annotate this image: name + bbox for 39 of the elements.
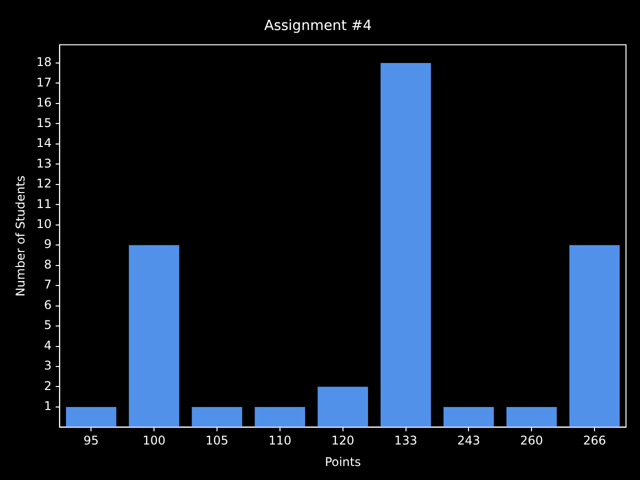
bar — [569, 245, 620, 428]
x-tick-label: 133 — [394, 434, 418, 448]
y-tick-label: 6 — [44, 298, 52, 312]
x-tick-label: 95 — [83, 434, 99, 448]
chart-title: Assignment #4 — [264, 18, 372, 34]
bar — [128, 245, 180, 428]
bar — [192, 406, 242, 428]
y-tick-label: 11 — [36, 196, 52, 211]
bar — [380, 63, 431, 428]
x-tick-label: 100 — [142, 434, 166, 448]
y-tick-label: 16 — [36, 96, 52, 110]
x-tick-label: 243 — [457, 434, 480, 448]
y-tick-label: 9 — [44, 237, 52, 252]
bar — [506, 406, 557, 428]
y-tick-label: 2 — [44, 378, 52, 393]
y-tick-label: 14 — [36, 136, 52, 150]
bar — [318, 386, 368, 428]
y-tick-label: 4 — [44, 338, 52, 352]
y-tick-label: 7 — [44, 278, 52, 292]
y-tick-label: 3 — [44, 358, 52, 373]
bar — [66, 406, 116, 428]
y-tick-label: 18 — [36, 55, 52, 70]
x-tick-label: 110 — [268, 434, 292, 448]
y-axis-title: Number of Students — [13, 176, 28, 296]
y-tick-label: 17 — [36, 75, 52, 90]
y-tick-label: 1 — [44, 399, 52, 414]
y-tick-label: 13 — [36, 156, 52, 170]
y-tick-label: 5 — [44, 318, 52, 332]
x-tick-label: 266 — [583, 434, 606, 448]
y-tick-label: 8 — [44, 257, 52, 272]
y-tick-label: 15 — [36, 116, 52, 130]
bar — [254, 406, 306, 428]
y-tick-label: 10 — [36, 216, 52, 231]
x-tick-label: 120 — [331, 434, 354, 448]
y-tick-label: 12 — [36, 176, 52, 191]
bar — [444, 406, 494, 428]
x-tick-label: 260 — [520, 434, 544, 448]
x-axis-title: Points — [324, 454, 361, 469]
x-tick-label: 105 — [206, 434, 228, 448]
